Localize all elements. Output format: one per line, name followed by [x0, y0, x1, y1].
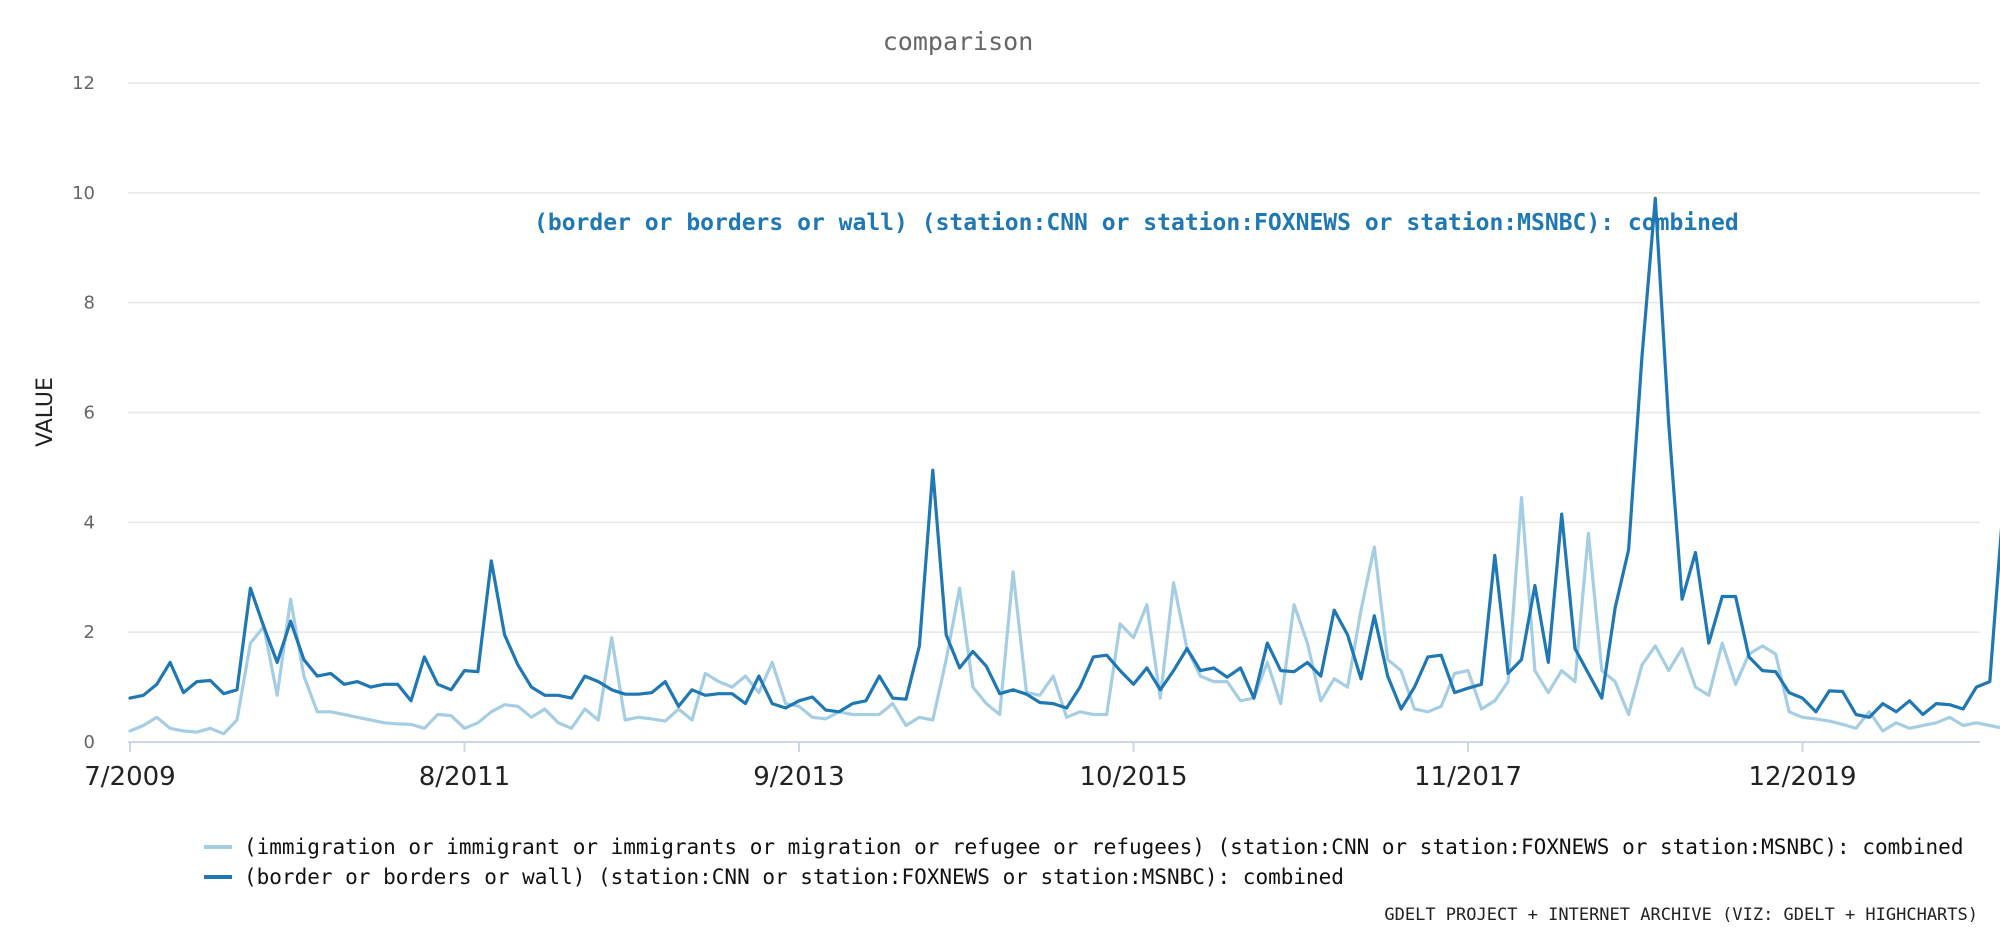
- y-tick-label: 12: [72, 73, 95, 94]
- legend-label: (border or borders or wall) (station:CNN…: [244, 865, 1344, 889]
- peak-annotation: (border or borders or wall) (station:CNN…: [534, 210, 1739, 236]
- x-tick-label: 10/2015: [1079, 762, 1187, 792]
- x-tick-label: 8/2011: [419, 762, 510, 792]
- y-tick-label: 2: [84, 622, 95, 643]
- x-tick-label: 12/2019: [1748, 762, 1856, 792]
- y-axis-ticks: 0 2 4 6 8 10 12: [72, 73, 95, 753]
- y-tick-label: 8: [84, 293, 95, 314]
- chart-title: comparison: [883, 27, 1034, 56]
- legend-item-1[interactable]: (immigration or immigrant or immigrants …: [204, 835, 1963, 859]
- gridlines: [128, 82, 1980, 633]
- y-tick-label: 10: [72, 183, 95, 204]
- x-axis-ticks: 7/2009 8/2011 9/2013 10/2015 11/2017 12/2019: [84, 742, 1857, 792]
- legend-label: (immigration or immigrant or immigrants …: [244, 835, 1963, 859]
- credits[interactable]: GDELT PROJECT + INTERNET ARCHIVE (VIZ: G…: [1384, 905, 1978, 925]
- series-line-2: [128, 196, 2000, 719]
- x-tick-label: 11/2017: [1414, 762, 1522, 792]
- legend[interactable]: (immigration or immigrant or immigrants …: [204, 835, 1963, 889]
- y-tick-label: 4: [84, 512, 95, 533]
- y-axis-title: VALUE: [33, 377, 58, 447]
- y-tick-label: 0: [84, 732, 95, 753]
- legend-item-2[interactable]: (border or borders or wall) (station:CNN…: [204, 865, 1344, 889]
- x-tick-label: 7/2009: [84, 762, 175, 792]
- series-line-1: [128, 496, 2000, 736]
- x-tick-label: 9/2013: [753, 762, 844, 792]
- series-lines: [128, 196, 2000, 736]
- y-tick-label: 6: [84, 403, 95, 424]
